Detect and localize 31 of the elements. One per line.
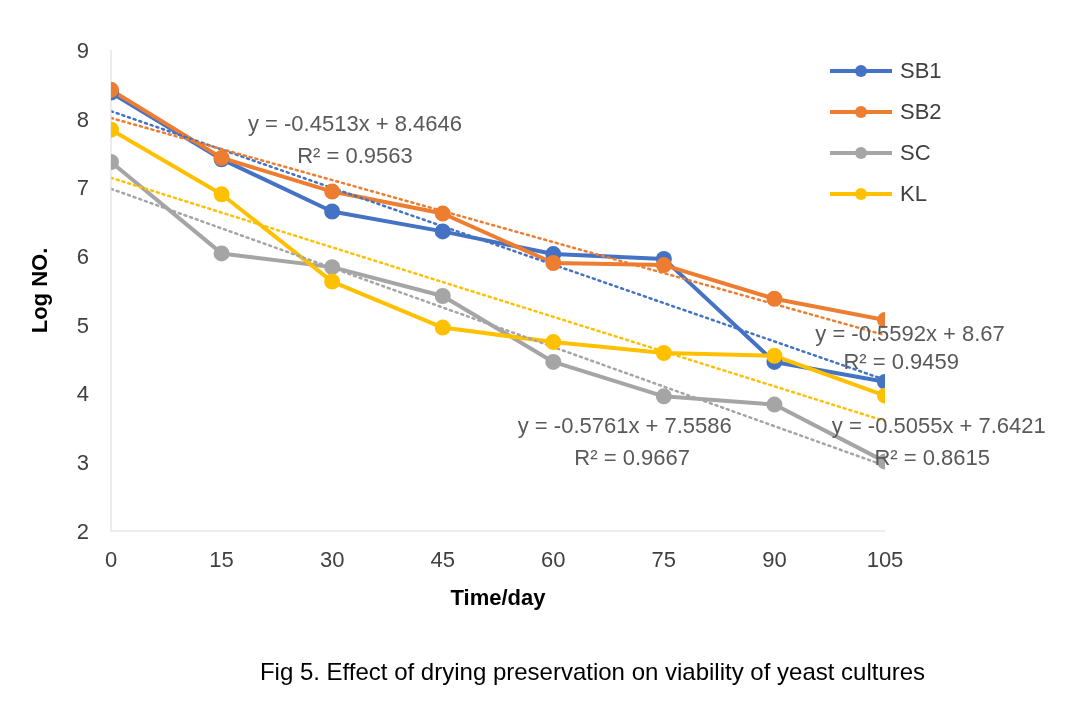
x-tick-label: 60 <box>541 546 566 572</box>
x-axis-title: Time/day <box>450 585 547 610</box>
caption: Fig 5. Effect of drying preservation on viability of yeast cultures <box>258 658 927 686</box>
x-tick-label: 90 <box>762 546 787 572</box>
x-tick-label: 75 <box>651 546 677 572</box>
x-tick-label: 0 <box>104 546 118 572</box>
annotation: R² = 0.9563 <box>297 142 413 168</box>
annotation: R² = 0.9667 <box>574 444 690 470</box>
legend-label: KL <box>900 180 927 208</box>
y-tick-label: 4 <box>76 381 89 407</box>
legend-label: SC <box>900 139 931 167</box>
annotation: R² = 0.8615 <box>874 444 990 470</box>
annotation: R² = 0.9459 <box>843 349 960 375</box>
y-tick-label: 6 <box>76 243 89 269</box>
y-tick-label: 5 <box>76 312 89 338</box>
x-tick-label: 45 <box>430 546 455 572</box>
y-tick-label: 2 <box>76 518 89 544</box>
y-axis-title: Log NO. <box>26 247 52 334</box>
annotation: y = -0.5761x + 7.5586 <box>517 412 732 438</box>
y-tick-label: 9 <box>76 37 89 63</box>
legend-label: SB2 <box>900 98 942 126</box>
annotation: y = -0.4513x + 8.4646 <box>247 110 463 136</box>
annotation: y = -0.5592x + 8.67 <box>815 320 1005 346</box>
legend-label: SB1 <box>900 57 942 85</box>
y-tick-label: 3 <box>76 450 89 476</box>
x-tick-label: 30 <box>319 546 345 572</box>
x-tick-label: 105 <box>866 546 904 572</box>
annotation: y = -0.5055x + 7.6421 <box>831 412 1046 438</box>
x-tick-label: 15 <box>209 546 234 572</box>
y-tick-label: 8 <box>76 106 89 132</box>
y-tick-label: 7 <box>76 175 89 201</box>
